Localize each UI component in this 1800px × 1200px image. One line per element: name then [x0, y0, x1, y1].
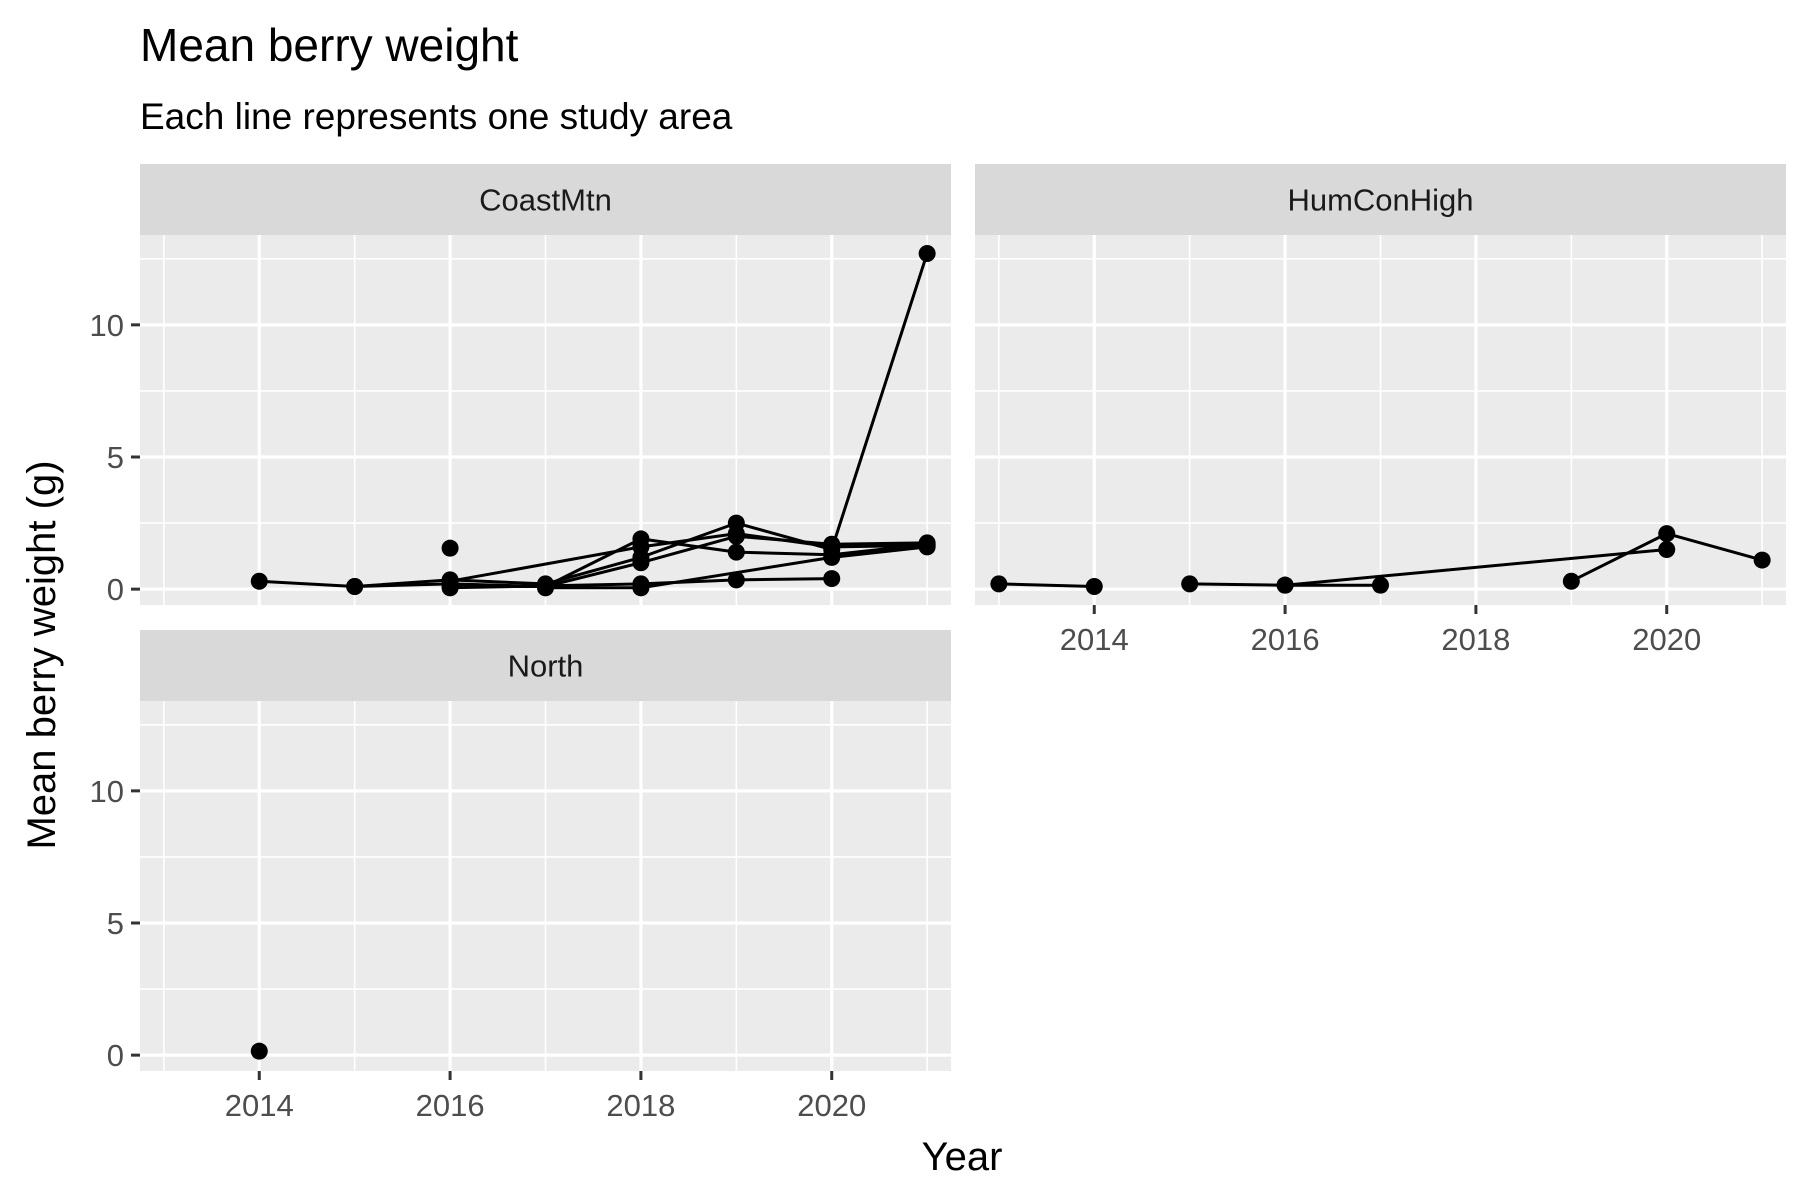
data-point [990, 575, 1008, 593]
x-tick-label: 2014 [225, 1088, 294, 1123]
data-point [727, 571, 745, 589]
x-tick-label: 2016 [1251, 622, 1320, 657]
series-line [545, 545, 928, 590]
data-point [632, 579, 650, 597]
data-point [250, 1042, 268, 1060]
data-point [727, 525, 745, 543]
data-point [250, 572, 268, 590]
chart-subtitle: Each line represents one study area [140, 96, 733, 137]
series-line [1284, 548, 1667, 587]
x-tick-label: 2020 [797, 1088, 866, 1123]
series-humconhigh-1 [990, 575, 1103, 595]
facet-strip-coastmtn [140, 164, 951, 235]
data-point [441, 579, 459, 597]
data-point [632, 554, 650, 572]
facet-humconhigh: HumConHigh 2014 2016 2018 2020 [975, 164, 1786, 657]
data-point [823, 548, 841, 566]
y-tick-label: 10 [90, 308, 124, 343]
y-axis-title: Mean berry weight (g) [20, 460, 64, 849]
series-humconhigh-4 [1562, 525, 1771, 590]
y-tick-label: 5 [107, 906, 124, 941]
series-coastmtn-6 [537, 538, 936, 597]
data-point [1658, 525, 1676, 543]
data-point [823, 570, 841, 588]
facet-strip-north [140, 630, 951, 701]
y-tick-label: 0 [107, 572, 124, 607]
data-point [918, 538, 936, 556]
facet-strip-label-coastmtn: CoastMtn [479, 183, 612, 218]
y-tick-label: 0 [107, 1038, 124, 1073]
data-point [441, 539, 459, 557]
data-point [1085, 578, 1103, 595]
x-tick-label: 2016 [416, 1088, 485, 1123]
data-point [1753, 551, 1771, 569]
data-point [1276, 576, 1294, 594]
series-humconhigh-3 [1276, 541, 1676, 594]
facet-strip-label-humconhigh: HumConHigh [1287, 183, 1473, 218]
y-tick-label: 5 [107, 440, 124, 475]
chart-title: Mean berry weight [140, 19, 519, 71]
series-coastmtn-7 [441, 539, 459, 557]
facet-strip-label-north: North [508, 649, 584, 684]
data-point [537, 579, 554, 597]
x-tick-label: 2020 [1632, 622, 1701, 657]
data-point [346, 578, 364, 595]
x-tick-label: 2014 [1060, 622, 1129, 657]
data-point [1372, 576, 1389, 594]
data-point [727, 543, 745, 561]
facet-strip-humconhigh [975, 164, 1786, 235]
facet-north: North 0 5 10 2014 2016 2018 2020 [90, 630, 951, 1123]
data-point [918, 245, 936, 262]
x-axis-title: Year [922, 1135, 1003, 1179]
facet-coastmtn: CoastMtn 0 5 10 [90, 164, 951, 607]
x-tick-label: 2018 [1441, 622, 1510, 657]
data-point [632, 538, 650, 556]
series-north-1 [250, 1042, 268, 1060]
data-point [1562, 572, 1580, 590]
data-point [1181, 575, 1199, 593]
y-tick-label: 10 [90, 774, 124, 809]
data-point [1658, 541, 1676, 558]
x-tick-label: 2018 [606, 1088, 675, 1123]
series-line [998, 582, 1095, 588]
